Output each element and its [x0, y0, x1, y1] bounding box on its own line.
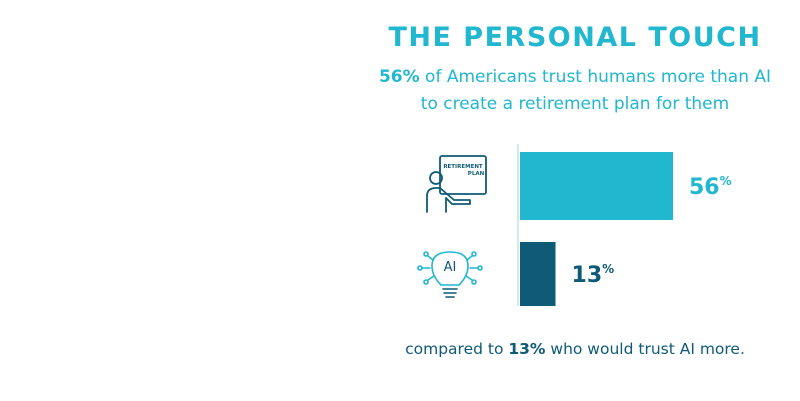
ai-icon-text: AI	[444, 260, 457, 275]
footnote-prefix: compared to	[405, 340, 509, 358]
chart-footnote: compared to 13% who would trust AI more.	[360, 340, 790, 358]
board-text-line-1: RETIREMENT	[443, 164, 483, 170]
chart-subtitle: 56% of Americans trust humans more than …	[370, 64, 780, 118]
bar-ai	[520, 242, 556, 306]
ai-lightbulb-icon: AI	[417, 251, 483, 298]
footnote-percent: 13%	[508, 340, 546, 358]
subtitle-text: of Americans trust humans more than AI t…	[419, 67, 772, 114]
bar-humans	[520, 152, 673, 220]
chart-title: THE PERSONAL TOUCH	[388, 22, 762, 53]
bar-chart: RETIREMENT PLAN AI 56% 13%	[417, 144, 732, 306]
bar-value-label-ai: 13%	[572, 262, 615, 288]
subtitle-percent: 56%	[378, 67, 420, 87]
board-text-line-2: PLAN	[468, 171, 485, 177]
person-presenting-retirement-plan-icon: RETIREMENT PLAN	[426, 155, 487, 213]
bar-value-label-humans: 56%	[689, 174, 732, 200]
footnote-suffix: who would trust AI more.	[545, 340, 745, 358]
